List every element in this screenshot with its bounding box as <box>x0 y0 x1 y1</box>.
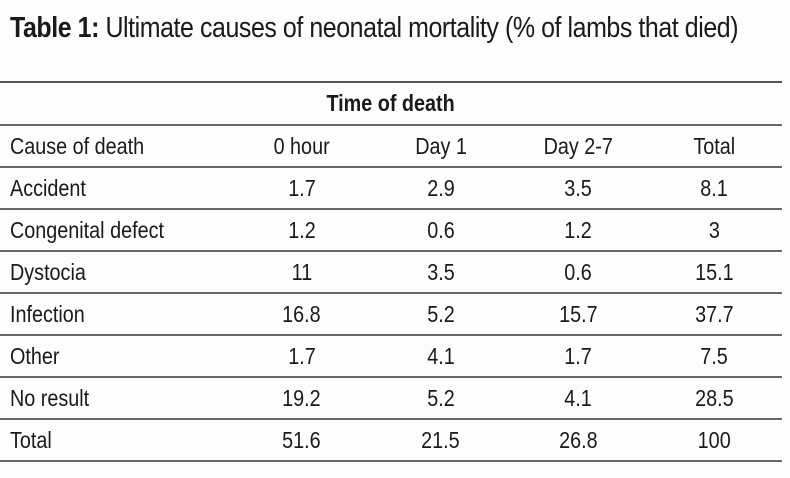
table-title: Table 1: Ultimate causes of neonatal mor… <box>10 12 780 44</box>
cell-value: 3.5 <box>426 258 455 285</box>
cell-value: 7.5 <box>700 342 728 369</box>
row-label: No result <box>10 384 90 411</box>
cell-value: 2.9 <box>426 174 455 201</box>
value-cell: 4.1 <box>510 377 646 420</box>
value-cell: 8.1 <box>645 167 782 210</box>
group-header-row: Time of death <box>0 81 782 126</box>
value-cell: 5.2 <box>370 377 511 420</box>
value-cell: 3 <box>645 209 782 252</box>
value-cell: Day 2-7 <box>510 125 646 168</box>
cell-value: 28.5 <box>694 384 734 411</box>
table-row: Accident 1.7 2.9 3.5 8.1 <box>0 167 782 210</box>
row-label: Other <box>10 342 60 369</box>
value-cell: 1.7 <box>232 335 371 378</box>
cell-value: 15.7 <box>559 300 598 327</box>
table-row: Other 1.7 4.1 1.7 7.5 <box>0 335 782 378</box>
value-cell: 0.6 <box>370 209 511 252</box>
value-cell: 11 <box>232 251 371 294</box>
cell-value: 1.2 <box>564 216 593 243</box>
cell-value: 11 <box>291 258 312 285</box>
cell-value: 3.5 <box>564 174 593 201</box>
cell-value: 3 <box>708 216 720 243</box>
time-of-death-header: Time of death <box>0 81 782 126</box>
row-label: Infection <box>10 300 85 327</box>
row-label-cell: Infection <box>0 293 233 336</box>
cell-value: 0.6 <box>426 216 455 243</box>
row-label: Dystocia <box>10 258 86 285</box>
cell-value: 1.2 <box>287 216 316 243</box>
cell-value: 5.2 <box>426 384 455 411</box>
cell-value: 16.8 <box>282 300 321 327</box>
row-label-cell: Cause of death <box>0 125 233 168</box>
value-cell: 37.7 <box>645 293 782 336</box>
cell-value: Day 2-7 <box>543 132 613 159</box>
column-header-row: Cause of death 0 hour Day 1 Day 2-7 Total <box>0 125 782 168</box>
row-label: Cause of death <box>10 132 145 159</box>
value-cell: 4.1 <box>370 335 511 378</box>
cell-value: Total <box>693 132 735 159</box>
value-cell: 21.5 <box>370 419 511 462</box>
cell-value: 100 <box>697 426 731 453</box>
row-label-cell: Total <box>0 419 233 462</box>
cell-value: 1.7 <box>287 342 316 369</box>
cell-value: Day 1 <box>414 132 467 159</box>
value-cell: 19.2 <box>232 377 371 420</box>
total-row: Total 51.6 21.5 26.8 100 <box>0 419 782 462</box>
value-cell: 100 <box>645 419 782 462</box>
cell-value: 5.2 <box>426 300 455 327</box>
value-cell: 15.1 <box>645 251 782 294</box>
row-label: Congenital defect <box>10 216 164 243</box>
value-cell: 2.9 <box>370 167 511 210</box>
cell-value: 1.7 <box>287 174 316 201</box>
value-cell: 0.6 <box>510 251 646 294</box>
value-cell: 0 hour <box>232 125 371 168</box>
cell-value: 1.7 <box>564 342 593 369</box>
cell-value: 51.6 <box>282 426 321 453</box>
table-row: No result 19.2 5.2 4.1 28.5 <box>0 377 782 420</box>
value-cell: 28.5 <box>645 377 782 420</box>
cell-value: 0.6 <box>564 258 593 285</box>
value-cell: 1.2 <box>510 209 646 252</box>
table-row: Congenital defect 1.2 0.6 1.2 3 <box>0 209 782 252</box>
cell-value: 0 hour <box>273 132 330 159</box>
value-cell: 1.7 <box>232 167 371 210</box>
table-row: Infection 16.8 5.2 15.7 37.7 <box>0 293 782 336</box>
value-cell: Total <box>645 125 782 168</box>
row-label-cell: Congenital defect <box>0 209 233 252</box>
row-label: Total <box>10 426 52 453</box>
row-label: Accident <box>10 174 86 201</box>
value-cell: Day 1 <box>370 125 511 168</box>
value-cell: 26.8 <box>510 419 646 462</box>
mortality-table: Time of death Cause of death 0 hour Day 1 D… <box>0 81 782 462</box>
cell-value: 37.7 <box>694 300 734 327</box>
table-body: Cause of death 0 hour Day 1 Day 2-7 Total Acc… <box>0 125 782 462</box>
value-cell: 1.7 <box>510 335 646 378</box>
value-cell: 5.2 <box>370 293 511 336</box>
table-caption: Ultimate causes of neonatal mortality (%… <box>98 12 739 44</box>
cell-value: 19.2 <box>282 384 321 411</box>
cell-value: 8.1 <box>700 174 728 201</box>
value-cell: 7.5 <box>645 335 782 378</box>
group-header-text: Time of death <box>326 90 456 116</box>
row-label-cell: Accident <box>0 167 233 210</box>
cell-value: 4.1 <box>564 384 593 411</box>
cell-value: 21.5 <box>421 426 460 453</box>
value-cell: 16.8 <box>232 293 371 336</box>
cell-value: 4.1 <box>426 342 455 369</box>
value-cell: 51.6 <box>232 419 371 462</box>
value-cell: 3.5 <box>370 251 511 294</box>
cell-value: 15.1 <box>694 258 734 285</box>
row-label-cell: No result <box>0 377 233 420</box>
cell-value: 26.8 <box>559 426 598 453</box>
table-row: Dystocia 11 3.5 0.6 15.1 <box>0 251 782 294</box>
row-label-cell: Dystocia <box>0 251 233 294</box>
row-label-cell: Other <box>0 335 233 378</box>
value-cell: 3.5 <box>510 167 646 210</box>
table-number: Table 1: <box>10 12 99 44</box>
value-cell: 1.2 <box>232 209 371 252</box>
value-cell: 15.7 <box>510 293 646 336</box>
